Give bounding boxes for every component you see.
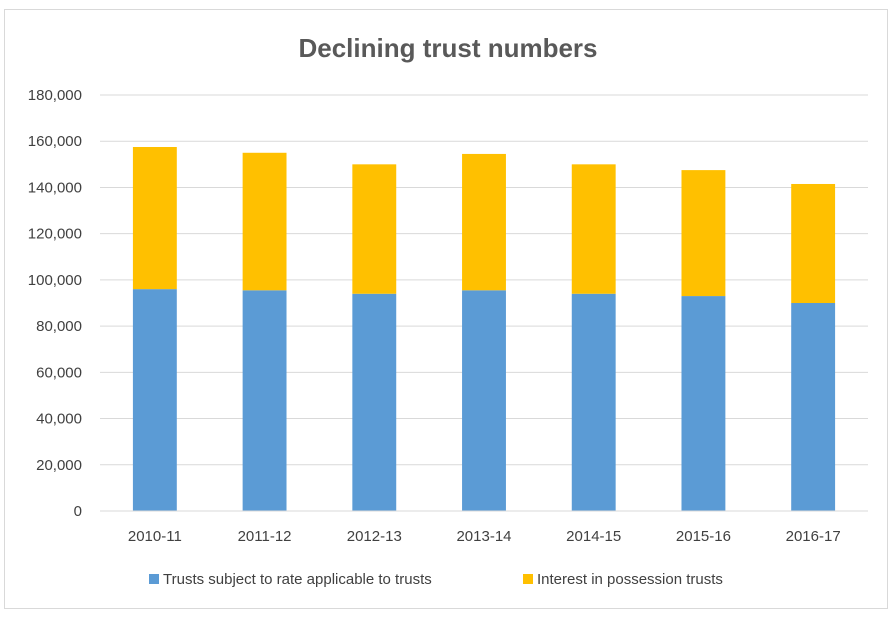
x-axis: 2010-11 2011-12 2012-13 2013-14 2014-15 2015-…	[100, 510, 868, 545]
bar-segment-rate-trusts	[352, 293, 397, 511]
x-tick-label: 2014-15	[566, 528, 621, 545]
bar-segment-rate-trusts	[791, 303, 836, 511]
bar-segment-interest-trusts	[352, 164, 397, 294]
x-tick-label: 2011-12	[238, 528, 292, 545]
bar-segment-rate-trusts	[462, 290, 506, 511]
x-tick-label: 2010-11	[128, 528, 182, 545]
bar-segment-rate-trusts	[571, 293, 616, 511]
y-tick-label: 180,000	[28, 87, 82, 104]
bar-segment-rate-trusts	[681, 296, 726, 511]
legend-swatch	[523, 574, 533, 584]
bar-segment-interest-trusts	[791, 183, 836, 303]
y-tick-label: 80,000	[36, 318, 82, 335]
bar-segment-interest-trusts	[132, 147, 177, 290]
legend-label: Trusts subject to rate applicable to tru…	[163, 571, 432, 588]
bar-segment-interest-trusts	[242, 152, 287, 291]
x-tick-label: 2012-13	[347, 528, 402, 545]
y-tick-label: 120,000	[28, 226, 82, 243]
bar-segment-rate-trusts	[242, 290, 287, 511]
bar-segment-interest-trusts	[571, 164, 616, 294]
bar-segment-interest-trusts	[681, 170, 726, 297]
y-tick-label: 40,000	[36, 411, 82, 428]
y-tick-label: 140,000	[28, 179, 82, 196]
bar-segment-interest-trusts	[462, 153, 506, 291]
legend-swatch	[149, 574, 159, 584]
x-tick-label: 2013-14	[456, 528, 511, 545]
y-tick-label: 100,000	[28, 272, 82, 289]
bar-segment-rate-trusts	[132, 289, 177, 511]
legend-label: Interest in possession trusts	[537, 571, 723, 588]
chart-title: Declining trust numbers	[298, 33, 597, 63]
x-tick-label: 2016-17	[786, 528, 841, 545]
y-tick-label: 0	[74, 503, 82, 520]
y-tick-label: 60,000	[36, 364, 82, 381]
legend: Trusts subject to rate applicable to tru…	[149, 571, 723, 588]
y-tick-label: 20,000	[36, 457, 82, 474]
bars	[132, 147, 836, 511]
x-tick-label: 2015-16	[676, 528, 731, 545]
y-axis: 0 20,000 40,000 60,000 80,000 100,000 120,000 1…	[28, 87, 82, 520]
y-tick-label: 160,000	[28, 133, 82, 150]
